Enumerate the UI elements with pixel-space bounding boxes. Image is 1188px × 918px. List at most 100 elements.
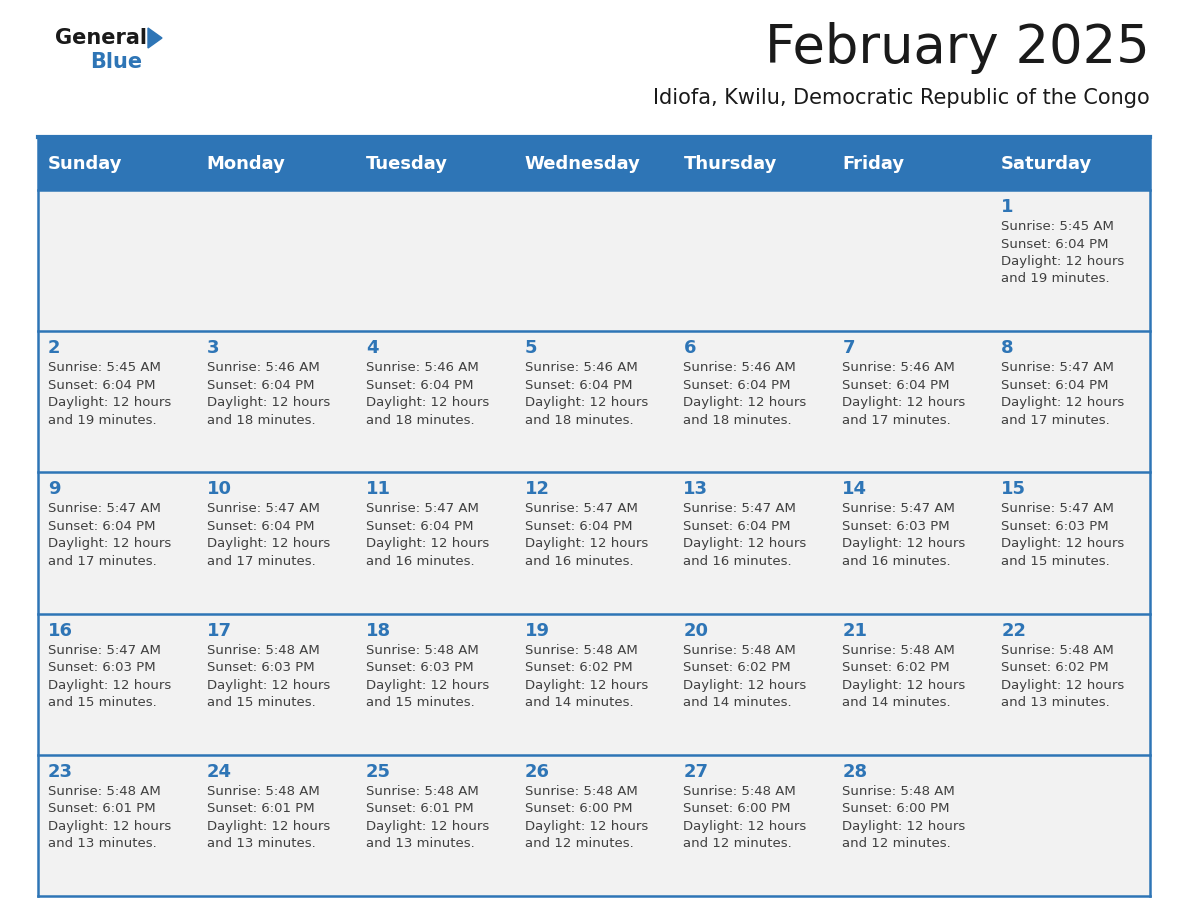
Text: Sunrise: 5:47 AM: Sunrise: 5:47 AM bbox=[48, 502, 160, 515]
Text: Sunset: 6:01 PM: Sunset: 6:01 PM bbox=[48, 802, 156, 815]
Text: 8: 8 bbox=[1001, 339, 1013, 357]
Text: Idiofa, Kwilu, Democratic Republic of the Congo: Idiofa, Kwilu, Democratic Republic of th… bbox=[653, 88, 1150, 108]
Polygon shape bbox=[148, 28, 162, 48]
Text: Thursday: Thursday bbox=[683, 155, 777, 173]
Text: 14: 14 bbox=[842, 480, 867, 498]
Text: Sunset: 6:04 PM: Sunset: 6:04 PM bbox=[48, 520, 156, 533]
Text: Daylight: 12 hours: Daylight: 12 hours bbox=[525, 820, 647, 833]
Text: and 18 minutes.: and 18 minutes. bbox=[207, 414, 316, 427]
Text: Sunset: 6:02 PM: Sunset: 6:02 PM bbox=[525, 661, 632, 674]
Text: Sunrise: 5:48 AM: Sunrise: 5:48 AM bbox=[207, 644, 320, 656]
Text: 16: 16 bbox=[48, 621, 72, 640]
Text: Daylight: 12 hours: Daylight: 12 hours bbox=[525, 537, 647, 551]
Text: Sunset: 6:02 PM: Sunset: 6:02 PM bbox=[683, 661, 791, 674]
Text: and 19 minutes.: and 19 minutes. bbox=[1001, 273, 1110, 285]
Text: Daylight: 12 hours: Daylight: 12 hours bbox=[525, 678, 647, 691]
Text: and 16 minutes.: and 16 minutes. bbox=[366, 554, 474, 568]
Text: 27: 27 bbox=[683, 763, 708, 781]
Text: 26: 26 bbox=[525, 763, 550, 781]
Bar bbox=[514, 190, 674, 331]
Text: General: General bbox=[55, 28, 147, 48]
Bar bbox=[197, 138, 355, 190]
Text: Sunset: 6:04 PM: Sunset: 6:04 PM bbox=[525, 379, 632, 392]
Text: Daylight: 12 hours: Daylight: 12 hours bbox=[842, 678, 966, 691]
Text: Wednesday: Wednesday bbox=[525, 155, 640, 173]
Text: Sunrise: 5:48 AM: Sunrise: 5:48 AM bbox=[683, 644, 796, 656]
Text: Daylight: 12 hours: Daylight: 12 hours bbox=[207, 537, 330, 551]
Bar bbox=[514, 331, 674, 473]
Bar bbox=[991, 331, 1150, 473]
Text: 11: 11 bbox=[366, 480, 391, 498]
Bar bbox=[991, 613, 1150, 755]
Text: Sunset: 6:03 PM: Sunset: 6:03 PM bbox=[207, 661, 315, 674]
Text: Daylight: 12 hours: Daylight: 12 hours bbox=[683, 820, 807, 833]
Text: Sunrise: 5:46 AM: Sunrise: 5:46 AM bbox=[525, 361, 637, 375]
Text: and 15 minutes.: and 15 minutes. bbox=[1001, 554, 1110, 568]
Bar bbox=[833, 755, 991, 896]
Text: Daylight: 12 hours: Daylight: 12 hours bbox=[842, 397, 966, 409]
Text: Daylight: 12 hours: Daylight: 12 hours bbox=[366, 537, 489, 551]
Text: Sunrise: 5:47 AM: Sunrise: 5:47 AM bbox=[207, 502, 320, 515]
Text: and 12 minutes.: and 12 minutes. bbox=[842, 837, 952, 850]
Text: and 16 minutes.: and 16 minutes. bbox=[842, 554, 950, 568]
Bar bbox=[355, 331, 514, 473]
Bar bbox=[833, 613, 991, 755]
Bar bbox=[514, 755, 674, 896]
Text: Sunrise: 5:47 AM: Sunrise: 5:47 AM bbox=[842, 502, 955, 515]
Bar bbox=[38, 138, 197, 190]
Text: Sunset: 6:04 PM: Sunset: 6:04 PM bbox=[1001, 238, 1108, 251]
Text: Sunrise: 5:46 AM: Sunrise: 5:46 AM bbox=[207, 361, 320, 375]
Text: Daylight: 12 hours: Daylight: 12 hours bbox=[366, 820, 489, 833]
Text: and 18 minutes.: and 18 minutes. bbox=[683, 414, 792, 427]
Bar bbox=[674, 613, 833, 755]
Text: Sunset: 6:03 PM: Sunset: 6:03 PM bbox=[366, 661, 473, 674]
Text: Daylight: 12 hours: Daylight: 12 hours bbox=[48, 397, 171, 409]
Text: 17: 17 bbox=[207, 621, 232, 640]
Text: Daylight: 12 hours: Daylight: 12 hours bbox=[207, 820, 330, 833]
Text: and 16 minutes.: and 16 minutes. bbox=[525, 554, 633, 568]
Bar bbox=[197, 755, 355, 896]
Text: Friday: Friday bbox=[842, 155, 904, 173]
Bar bbox=[355, 613, 514, 755]
Text: Sunset: 6:00 PM: Sunset: 6:00 PM bbox=[683, 802, 791, 815]
Text: 5: 5 bbox=[525, 339, 537, 357]
Text: Sunset: 6:02 PM: Sunset: 6:02 PM bbox=[842, 661, 950, 674]
Text: and 15 minutes.: and 15 minutes. bbox=[48, 696, 157, 709]
Text: Daylight: 12 hours: Daylight: 12 hours bbox=[1001, 678, 1124, 691]
Bar bbox=[991, 755, 1150, 896]
Text: Sunrise: 5:48 AM: Sunrise: 5:48 AM bbox=[525, 644, 637, 656]
Bar bbox=[355, 138, 514, 190]
Text: Sunset: 6:04 PM: Sunset: 6:04 PM bbox=[683, 379, 791, 392]
Text: Sunset: 6:04 PM: Sunset: 6:04 PM bbox=[683, 520, 791, 533]
Text: Sunset: 6:00 PM: Sunset: 6:00 PM bbox=[842, 802, 949, 815]
Bar bbox=[833, 190, 991, 331]
Bar bbox=[197, 613, 355, 755]
Text: Sunrise: 5:47 AM: Sunrise: 5:47 AM bbox=[683, 502, 796, 515]
Text: 23: 23 bbox=[48, 763, 72, 781]
Text: Daylight: 12 hours: Daylight: 12 hours bbox=[48, 537, 171, 551]
Text: Saturday: Saturday bbox=[1001, 155, 1093, 173]
Text: and 13 minutes.: and 13 minutes. bbox=[207, 837, 316, 850]
Text: Sunrise: 5:47 AM: Sunrise: 5:47 AM bbox=[1001, 502, 1114, 515]
Text: and 13 minutes.: and 13 minutes. bbox=[1001, 696, 1110, 709]
Text: and 14 minutes.: and 14 minutes. bbox=[842, 696, 950, 709]
Text: Sunrise: 5:48 AM: Sunrise: 5:48 AM bbox=[683, 785, 796, 798]
Text: Sunset: 6:04 PM: Sunset: 6:04 PM bbox=[207, 520, 315, 533]
Text: Sunrise: 5:46 AM: Sunrise: 5:46 AM bbox=[842, 361, 955, 375]
Text: and 17 minutes.: and 17 minutes. bbox=[207, 554, 316, 568]
Text: 22: 22 bbox=[1001, 621, 1026, 640]
Text: and 12 minutes.: and 12 minutes. bbox=[683, 837, 792, 850]
Text: 28: 28 bbox=[842, 763, 867, 781]
Text: and 16 minutes.: and 16 minutes. bbox=[683, 554, 792, 568]
Bar bbox=[674, 331, 833, 473]
Text: and 14 minutes.: and 14 minutes. bbox=[683, 696, 792, 709]
Text: 1: 1 bbox=[1001, 198, 1013, 216]
Text: Sunrise: 5:48 AM: Sunrise: 5:48 AM bbox=[842, 644, 955, 656]
Text: Daylight: 12 hours: Daylight: 12 hours bbox=[842, 820, 966, 833]
Text: Sunrise: 5:47 AM: Sunrise: 5:47 AM bbox=[1001, 361, 1114, 375]
Text: Daylight: 12 hours: Daylight: 12 hours bbox=[1001, 397, 1124, 409]
Text: 24: 24 bbox=[207, 763, 232, 781]
Text: Sunrise: 5:48 AM: Sunrise: 5:48 AM bbox=[207, 785, 320, 798]
Bar bbox=[674, 190, 833, 331]
Text: 3: 3 bbox=[207, 339, 220, 357]
